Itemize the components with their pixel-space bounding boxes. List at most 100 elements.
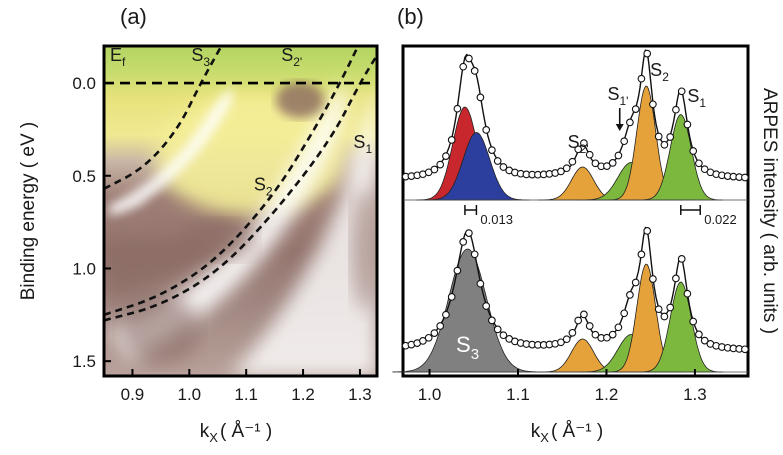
peak-label-s1-main: S [687, 86, 699, 106]
data-point-upper [442, 152, 450, 160]
data-point-upper [649, 100, 657, 109]
data-point-upper [672, 105, 680, 114]
data-point-lower [666, 303, 675, 312]
data-point-upper [677, 87, 686, 96]
dashed-curve-s3 [104, 46, 223, 190]
data-point-upper [741, 173, 749, 182]
panel-b-label: (b) [397, 4, 424, 29]
data-point-lower [488, 316, 496, 325]
peak-label-s2-main: S [650, 60, 662, 80]
peak-lower-s1 [638, 281, 723, 373]
data-point-upper [568, 157, 577, 166]
peak-label-s1p-main: S [607, 84, 619, 104]
peak-label-s2p: S2' [568, 132, 589, 156]
data-point-upper [683, 120, 692, 129]
data-point-upper [453, 104, 462, 113]
data-point-lower [631, 278, 640, 287]
peak-label-s2-sub: 2 [662, 70, 669, 84]
xtick-a-label: 1.1 [234, 385, 258, 404]
peak-label-s2: S2 [650, 60, 669, 84]
data-point-lower [660, 312, 669, 321]
data-point-lower [643, 227, 652, 235]
data-point-lower [476, 279, 485, 288]
panel-b-xlabel: kX( Å⁻¹ ) [531, 421, 603, 445]
dashed-band-curves [104, 46, 377, 322]
panel-a-xlabel-k: k [200, 421, 210, 442]
data-point-upper [562, 164, 571, 173]
data-point-upper [447, 136, 456, 144]
dashed-curve-s1 [104, 54, 377, 322]
panel-a-label: (a) [120, 4, 147, 29]
band-label-s1: S1 [353, 132, 372, 156]
data-point-lower [568, 328, 577, 337]
data-point-upper [626, 118, 634, 127]
data-point-upper [620, 137, 629, 146]
data-point-upper [700, 165, 709, 174]
data-point-lower [608, 330, 617, 339]
panel-a-ylabel: Binding energy ( eV ) [18, 122, 39, 301]
data-point-lower [453, 266, 462, 275]
data-point-upper [666, 133, 675, 141]
data-point-lower [436, 322, 445, 330]
data-point-upper [465, 54, 473, 63]
data-point-lower [442, 310, 450, 319]
band-label-s1-main: S [353, 132, 365, 152]
ytick-a-label: 1.0 [72, 259, 96, 278]
data-point-upper [643, 49, 652, 58]
panel-a-ticks: 0.9 1.0 1.1 1.2 1.3 0.0 0.5 1.0 1.5 [72, 74, 371, 404]
width-annotation: 0.013 [480, 212, 513, 227]
data-point-upper [608, 159, 617, 167]
xtick-b-label: 1.1 [506, 385, 530, 404]
data-point-upper [654, 132, 663, 141]
data-point-lower [430, 329, 439, 337]
data-point-lower [499, 331, 508, 340]
peak-label-s2p-sub: 2' [580, 142, 589, 156]
data-point-lower [591, 330, 600, 339]
panel-b-xlabel-sub: X [540, 430, 549, 445]
data-point-lower [672, 274, 680, 283]
data-point-lower [620, 309, 629, 318]
fermi-label: Ef [110, 45, 126, 69]
panel-a-frame [102, 44, 379, 378]
data-point-upper [499, 163, 508, 171]
panel-a: 0.9 1.0 1.1 1.2 1.30.00.51.01.5 Ef S3 S2'S2S1 … [18, 44, 379, 445]
data-point-lower [626, 291, 634, 299]
data-point-lower [695, 330, 703, 339]
arpes-intensity-map [104, 46, 377, 376]
data-point-lower [603, 333, 611, 342]
data-point-upper [695, 159, 703, 168]
fermi-label-sub: f [122, 55, 126, 69]
xtick-a-label: 1.3 [348, 385, 372, 404]
data-point-lower [683, 289, 692, 298]
data-point-upper [470, 67, 479, 75]
data-point-lower [562, 335, 571, 344]
band-label-s3-main: S [191, 45, 203, 65]
data-point-upper [603, 162, 611, 170]
peak-lower-s3 [392, 248, 543, 373]
data-point-upper [488, 146, 496, 154]
xtick-a-label: 1.0 [177, 385, 201, 404]
panel-b-ticks: 1.0 1.1 1.2 1.3 [418, 369, 707, 404]
data-point-lower [614, 323, 623, 332]
xtick-a-label: 1.2 [291, 385, 315, 404]
data-point-lower [585, 322, 594, 330]
data-point-upper [580, 139, 588, 147]
data-point-lower [465, 229, 473, 237]
data-point-upper [637, 74, 646, 83]
data-point-lower [741, 345, 749, 354]
data-point-upper [689, 147, 698, 155]
panel-a-xlabel-units: ( Å⁻¹ ) [220, 421, 272, 442]
ytick-a-label: 0.0 [72, 74, 96, 93]
panel-b-xlabel-k: k [531, 421, 541, 442]
peak-label-s1p-sub: 1' [619, 94, 628, 108]
data-point-lower [649, 275, 657, 283]
peak-upper-s1 [638, 114, 723, 201]
peak-upper-blue [423, 132, 530, 201]
band-label-s3: S3 [191, 45, 210, 69]
xtick-a-label: 0.9 [121, 385, 145, 404]
data-point-upper [631, 105, 640, 113]
data-point-upper [493, 157, 502, 165]
